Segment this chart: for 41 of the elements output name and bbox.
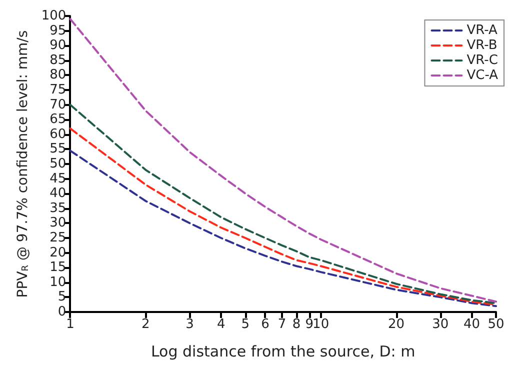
y-tick-label: 60 — [50, 126, 66, 142]
y-tick-label: 65 — [50, 112, 66, 128]
y-tick-label: 90 — [50, 38, 66, 54]
legend-label: VC-A — [466, 68, 498, 83]
y-tick-label: 85 — [50, 52, 66, 68]
y-tick-label: 100 — [41, 8, 66, 24]
y-axis-title: PPVR @ 97.7% confidence level: mm/s — [15, 30, 31, 298]
x-tick-label: 20 — [388, 317, 405, 332]
y-tick-label: 35 — [50, 200, 66, 216]
x-tick-label: 1 — [66, 317, 74, 332]
x-tick-label: 3 — [186, 317, 194, 332]
x-tick-label: 7 — [278, 317, 286, 332]
y-tick-label: 50 — [50, 156, 66, 172]
y-tick-label: 45 — [50, 171, 66, 186]
y-tick-label: 30 — [50, 216, 66, 231]
y-tick-label: 55 — [50, 142, 66, 157]
y-tick-label: 75 — [50, 82, 66, 98]
x-tick-label: 10 — [312, 317, 330, 332]
y-tick-label: 95 — [50, 23, 66, 38]
x-tick-label: 9 — [305, 317, 314, 332]
y-tick-label: 25 — [50, 230, 66, 246]
y-tick-label: 20 — [50, 245, 66, 260]
x-tick-label: 4 — [216, 317, 226, 332]
x-tick-label: 2 — [142, 317, 150, 332]
x-tick-label: 40 — [463, 317, 480, 332]
legend-label: VR-A — [466, 23, 498, 38]
x-axis-title: Log distance from the source, D: m — [150, 342, 416, 360]
legend-label: VR-B — [466, 38, 498, 53]
x-tick-label: 5 — [241, 317, 250, 332]
y-tick-label: 40 — [50, 186, 66, 202]
y-tick-label: 70 — [50, 97, 66, 112]
y-tick-label: 0 — [58, 304, 66, 320]
y-tick-label: 5 — [58, 290, 66, 305]
x-tick-label: 6 — [261, 317, 270, 332]
legend-label: VR-C — [466, 53, 498, 68]
y-tick-label: 80 — [50, 68, 66, 83]
x-tick-label: 30 — [432, 317, 449, 332]
y-tick-label: 10 — [50, 274, 66, 290]
x-tick-label: 8 — [292, 317, 301, 332]
y-tick-label: 15 — [50, 260, 66, 276]
x-tick-label: 50 — [488, 317, 504, 332]
